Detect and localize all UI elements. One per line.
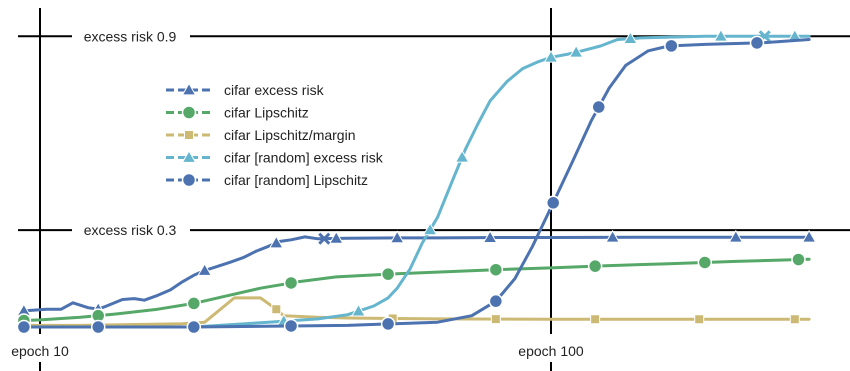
legend-label: cifar [random] Lipschitz <box>224 172 368 188</box>
legend: cifar excess risk cifar Lipschitz cifar Li… <box>166 82 384 188</box>
data-point <box>568 44 584 58</box>
data-point <box>623 31 638 45</box>
legend-marker <box>184 130 194 140</box>
data-point <box>543 49 559 63</box>
data-point-cross <box>318 232 331 245</box>
data-point <box>268 235 284 249</box>
data-point <box>488 262 504 277</box>
series-line <box>22 38 811 329</box>
data-point <box>789 314 800 325</box>
data-point <box>587 258 603 274</box>
data-point <box>591 99 606 115</box>
legend-entry: cifar excess risk <box>166 82 325 98</box>
reference-lines: excess risk 0.9 excess risk 0.3 <box>18 28 850 238</box>
data-point <box>801 229 817 243</box>
data-point <box>490 314 501 325</box>
x-tick-label: epoch 100 <box>518 343 584 359</box>
data-point <box>482 230 498 243</box>
data-point <box>791 252 806 267</box>
data-point <box>90 319 106 335</box>
data-point <box>697 255 713 270</box>
x-tick-label: epoch 10 <box>11 343 69 359</box>
data-point <box>283 318 299 334</box>
data-point <box>380 316 396 332</box>
legend-marker <box>181 172 197 188</box>
data-point <box>605 229 620 243</box>
reference-line-label: excess risk 0.9 <box>84 28 177 44</box>
data-point <box>664 38 679 54</box>
data-point <box>694 314 705 325</box>
series-4 <box>16 35 811 335</box>
series-line <box>22 34 811 329</box>
data-point <box>186 319 202 335</box>
legend-entry: cifar [random] Lipschitz <box>166 172 368 188</box>
series-3 <box>22 28 811 329</box>
legend-label: cifar excess risk <box>224 82 325 98</box>
legend-marker <box>181 82 197 96</box>
legend-marker <box>181 149 197 163</box>
data-point <box>186 296 202 311</box>
data-point <box>488 293 504 309</box>
data-point <box>713 28 729 42</box>
legend-entry: cifar [random] excess risk <box>166 150 384 166</box>
data-point <box>328 230 344 244</box>
data-point <box>380 266 396 282</box>
data-point <box>271 304 282 315</box>
data-point <box>351 303 366 317</box>
axes: epoch 10 epoch 100 <box>11 8 584 371</box>
legend-marker <box>181 105 197 120</box>
legend-label: cifar Lipschitz/margin <box>224 127 356 143</box>
data-point <box>545 195 561 211</box>
data-point <box>283 275 299 291</box>
data-point <box>422 222 438 236</box>
data-point <box>749 35 765 51</box>
data-point <box>454 149 470 163</box>
data-point <box>389 230 405 244</box>
series-1 <box>16 252 811 328</box>
data-point <box>197 262 213 276</box>
legend-entry: cifar Lipschitz <box>166 105 309 121</box>
legend-label: cifar [random] excess risk <box>224 150 384 166</box>
data-point <box>590 314 601 325</box>
reference-line-label: excess risk 0.3 <box>84 222 177 238</box>
legend-entry: cifar Lipschitz/margin <box>166 127 356 143</box>
data-point <box>728 229 744 243</box>
series-line <box>22 257 811 322</box>
data-point <box>16 319 32 335</box>
legend-label: cifar Lipschitz <box>224 105 309 121</box>
series-layer <box>16 28 817 335</box>
